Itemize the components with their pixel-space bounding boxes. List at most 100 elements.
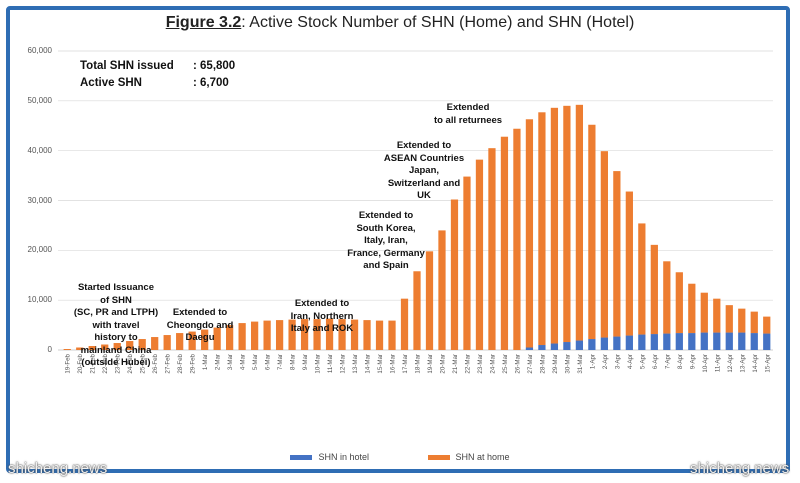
x-tick-label: 19-Mar <box>427 354 434 374</box>
annotation-line: France, Germany <box>347 247 425 259</box>
x-tick-label: 18-Mar <box>415 354 422 374</box>
bar-home <box>388 320 396 350</box>
x-tick-label: 8-Apr <box>677 354 684 369</box>
watermark-left: shicheng.news <box>8 460 108 477</box>
bar-hotel <box>638 334 646 350</box>
bar-home <box>713 298 721 333</box>
x-tick-label: 17-Mar <box>402 354 409 374</box>
annotation-line: Extended to <box>294 298 350 309</box>
bar-home <box>375 320 384 350</box>
bar-home <box>188 331 196 350</box>
y-tick-label: 60,000 <box>27 46 52 55</box>
bar-home <box>763 316 771 334</box>
annotation-line: Extended to <box>396 140 452 151</box>
x-tick-label: 16-Mar <box>390 354 397 374</box>
annotation-line: and Spain <box>363 260 409 271</box>
bar-home <box>750 311 758 334</box>
x-tick-label: 7-Apr <box>664 354 671 369</box>
bar-home <box>151 337 159 350</box>
annotation-line: Italy and ROK <box>290 323 354 334</box>
bar-home <box>63 349 71 350</box>
x-tick-label: 25-Feb <box>140 353 147 373</box>
legend-swatch-hotel <box>290 455 313 461</box>
x-tick-label: 9-Apr <box>689 354 696 369</box>
x-tick-label: 24-Feb <box>127 353 134 373</box>
chart-legend: SHN in hotel SHN at home <box>0 452 800 462</box>
x-tick-label: 1-Mar <box>202 354 209 370</box>
x-tick-label: 5-Apr <box>639 354 646 369</box>
y-tick-label: 50,000 <box>27 95 52 105</box>
annotation-line: mainland China <box>80 344 152 356</box>
bar-home <box>350 319 359 350</box>
bar-hotel <box>588 339 596 350</box>
x-tick-label: 24-Mar <box>489 354 496 374</box>
active-shn-label: Active SHN <box>80 77 142 89</box>
bar-home <box>413 271 421 350</box>
bar-home <box>625 191 633 336</box>
x-tick-label: 15-Apr <box>764 354 771 373</box>
x-tick-label: 14-Apr <box>752 354 759 373</box>
x-tick-label: 12-Mar <box>340 354 347 374</box>
bar-home <box>688 283 696 334</box>
bar-home <box>300 319 309 350</box>
bar-home <box>588 124 596 340</box>
x-tick-label: 13-Apr <box>739 354 746 373</box>
bar-hotel <box>725 332 733 350</box>
y-tick-label: 40,000 <box>27 145 52 155</box>
bar-hotel <box>750 333 758 350</box>
annotation-line: Cheongdo and <box>166 319 234 331</box>
bar-home <box>500 136 509 350</box>
x-tick-label: 5-Mar <box>252 354 259 370</box>
annotation-line: Iran, Northern <box>290 310 354 322</box>
bar-home <box>138 339 146 350</box>
bar-home <box>275 320 284 350</box>
bar-home <box>126 341 134 350</box>
bar-home <box>238 323 246 350</box>
x-tick-label: 4-Apr <box>627 354 634 369</box>
annotation-a4: Extended to South Korea, Italy, Iran, Franc… <box>336 210 436 273</box>
legend-item-hotel: SHN in hotel <box>290 452 369 462</box>
bar-home <box>288 319 296 350</box>
watermark-right: shicheng.news <box>690 460 790 477</box>
bar-home <box>513 128 521 350</box>
bar-home <box>338 319 346 350</box>
annotation-a6: Extended to all returnees <box>420 102 516 127</box>
total-shn-label: Total SHN issued <box>80 60 174 72</box>
annotation-line: with travel <box>92 319 140 331</box>
annotation-line: ASEAN Countries <box>383 152 465 164</box>
x-tick-label: 13-Mar <box>352 354 359 374</box>
bar-home <box>113 343 121 350</box>
bar-home <box>675 272 683 334</box>
x-tick-label: 2-Mar <box>215 354 222 370</box>
annotation-line: (outside Hubei) <box>81 357 151 368</box>
x-tick-label: 27-Mar <box>527 354 534 374</box>
figure-title: Figure 3.2: Active Stock Number of SHN (… <box>0 14 800 32</box>
annotation-line: Switzerland and <box>387 177 461 189</box>
annotation-a2: Extended to Cheongdo and Daegu <box>158 307 242 345</box>
x-tick-label: 26-Mar <box>514 354 521 374</box>
bar-home <box>450 199 459 350</box>
bar-home <box>638 223 646 335</box>
bar-hotel <box>738 332 746 350</box>
active-shn-value: : 6,700 <box>193 77 229 89</box>
x-tick-label: 22-Feb <box>102 353 109 373</box>
annotation-line: Extended to <box>358 210 414 221</box>
bar-home <box>250 321 259 350</box>
x-tick-label: 6-Mar <box>265 354 272 370</box>
bar-hotel <box>563 342 571 350</box>
annotation-line: UK <box>417 190 431 201</box>
bar-home <box>325 318 334 350</box>
bar-home <box>600 151 608 338</box>
x-tick-label: 21-Feb <box>90 353 97 373</box>
annotation-line: of SHN <box>100 294 132 306</box>
annotation-line: (SC, PR and LTPH) <box>73 307 159 318</box>
x-tick-label: 23-Feb <box>115 353 122 373</box>
legend-label-home: SHN at home <box>455 452 510 462</box>
bar-hotel <box>713 332 721 350</box>
bar-home <box>425 251 434 350</box>
legend-swatch-home <box>427 455 450 461</box>
x-tick-label: 15-Mar <box>377 354 384 374</box>
bar-home <box>213 327 221 350</box>
bar-hotel <box>650 334 658 350</box>
bar-home <box>700 292 708 333</box>
